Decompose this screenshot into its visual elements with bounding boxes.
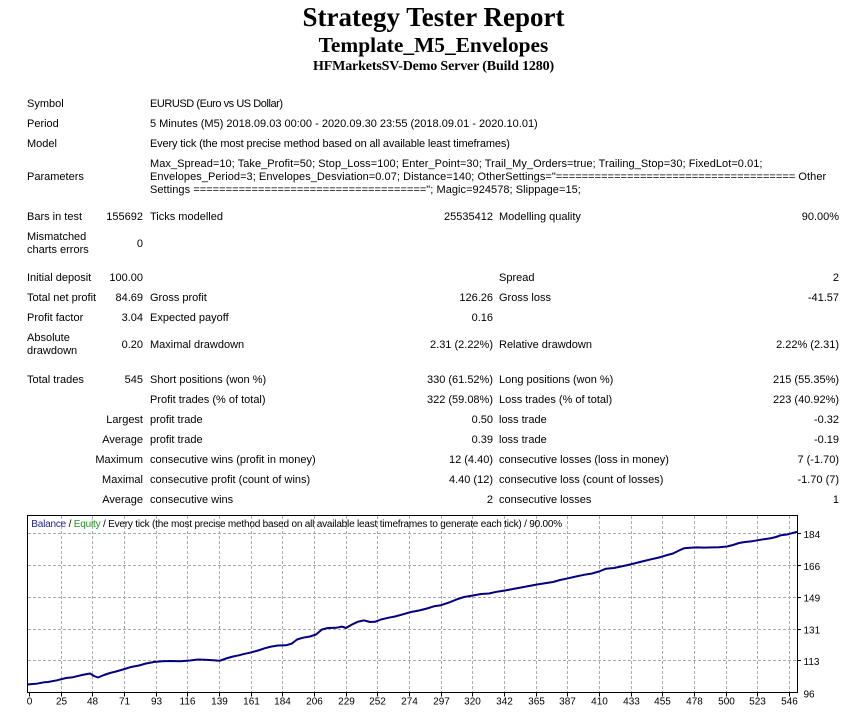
svg-text:455: 455 <box>654 697 671 708</box>
svg-text:206: 206 <box>306 697 323 708</box>
svg-text:139: 139 <box>211 697 228 708</box>
svg-text:546: 546 <box>781 697 798 708</box>
svg-text:252: 252 <box>369 697 386 708</box>
svg-text:116: 116 <box>180 697 196 708</box>
svg-text:297: 297 <box>433 697 450 708</box>
svg-text:500: 500 <box>718 697 735 708</box>
svg-text:433: 433 <box>623 697 640 708</box>
svg-text:25: 25 <box>56 697 68 708</box>
svg-text:93: 93 <box>151 697 163 708</box>
svg-text:320: 320 <box>464 697 481 708</box>
svg-text:387: 387 <box>559 697 576 708</box>
svg-text:131: 131 <box>804 626 821 637</box>
svg-text:166: 166 <box>804 562 821 573</box>
svg-text:478: 478 <box>686 697 703 708</box>
svg-text:48: 48 <box>87 697 99 708</box>
svg-text:184: 184 <box>274 697 291 708</box>
svg-text:149: 149 <box>804 594 821 605</box>
svg-text:184: 184 <box>804 530 821 541</box>
svg-text:523: 523 <box>749 697 766 708</box>
svg-text:229: 229 <box>338 697 355 708</box>
svg-text:410: 410 <box>591 697 608 708</box>
svg-text:113: 113 <box>804 657 820 668</box>
svg-text:0: 0 <box>27 697 33 708</box>
svg-text:Balance / Equity / Every tick: Balance / Equity / Every tick (the most … <box>31 519 562 530</box>
svg-text:365: 365 <box>528 697 545 708</box>
svg-text:161: 161 <box>243 697 260 708</box>
svg-text:274: 274 <box>401 697 418 708</box>
svg-text:71: 71 <box>119 697 131 708</box>
svg-text:96: 96 <box>804 689 816 700</box>
svg-text:342: 342 <box>496 697 513 708</box>
